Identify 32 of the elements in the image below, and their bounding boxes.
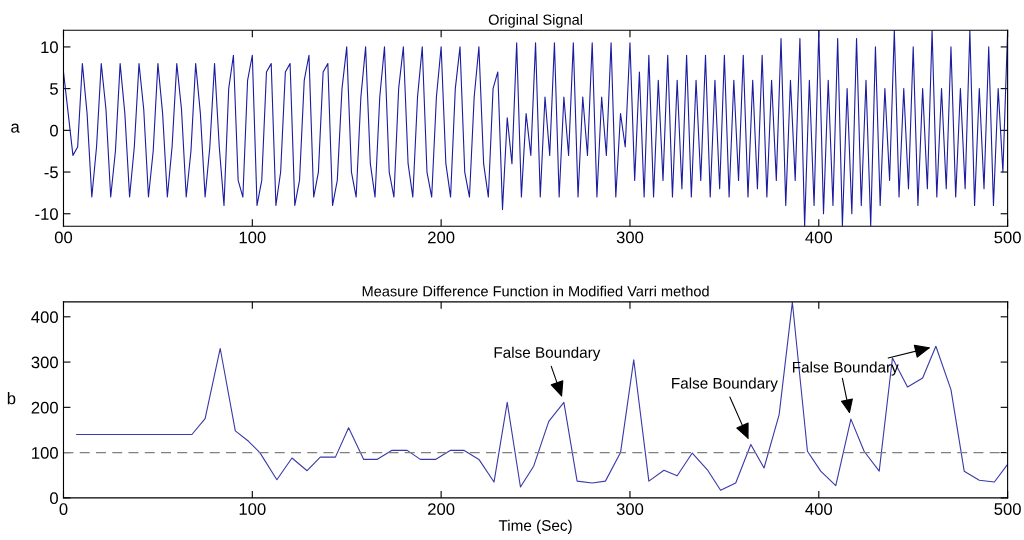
x-tick-label: 100 [239,503,266,515]
x-tick-label: 500 [994,503,1021,515]
x-tick-label: 400 [805,231,833,244]
x-tick-label: 00 [54,231,73,244]
y-tick-label: 100 [32,447,58,459]
x-tick-label: 500 [994,231,1021,244]
y-tick-label: 400 [31,311,58,323]
chart-title: Original Signal [488,14,582,28]
x-tick-label: 100 [239,231,266,244]
x-tick-label: 300 [616,503,644,515]
y-tick-label: 200 [31,401,58,414]
y-axis-title: a [11,123,20,133]
y-tick-label: -10 [35,208,58,220]
y-axis-title: b [7,392,16,405]
annotation: False Boundary [672,377,778,392]
chart-title: Measure Difference Function in Modified Varri method [362,285,709,297]
y-tick-label: 300 [31,356,58,369]
annotation: False Boundary [792,361,899,376]
x-axis-title: Time (Sec) [498,519,572,534]
y-tick-label: 5 [50,83,58,95]
line-series [76,301,1008,491]
y-tick-label: -5 [44,166,58,179]
y-tick-label: 0 [50,124,58,137]
y-tick-label: 10 [41,41,58,54]
annotation: False Boundary [494,346,601,361]
y-tick-label: 0 [50,492,58,505]
line-series [63,30,1008,227]
x-tick-label: 400 [805,503,833,515]
x-tick-label: 300 [616,231,644,244]
x-tick-label: 200 [428,231,455,244]
x-tick-label: 200 [428,503,455,515]
x-tick-label: 0 [59,503,68,515]
